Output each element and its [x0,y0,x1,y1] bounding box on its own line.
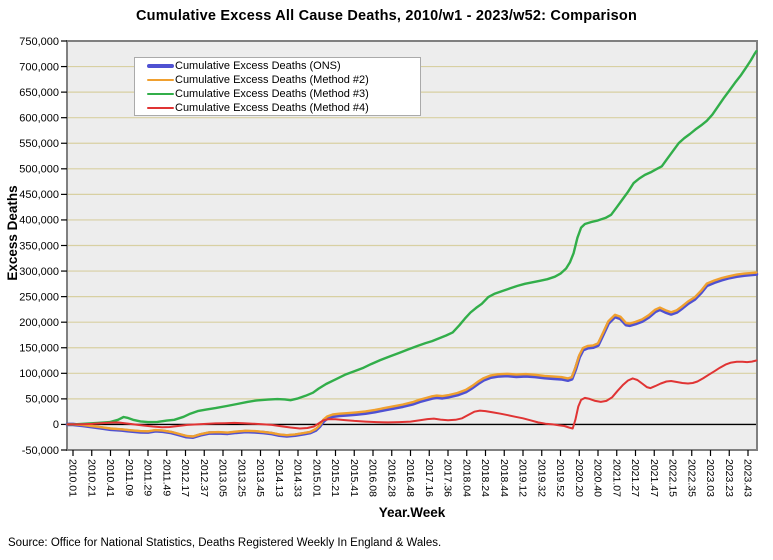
x-tick-label: 2020.20 [573,459,585,497]
x-tick-label: 2022.35 [685,459,697,497]
y-tick-label: 550,000 [19,138,59,150]
x-tick-label: 2013.45 [254,459,266,497]
x-tick-label: 2012.17 [179,459,191,497]
x-tick-label: 2019.52 [554,459,566,497]
y-axis-title: Excess Deaths [5,185,20,281]
legend-label: Cumulative Excess Deaths (Method #2) [175,73,369,86]
y-tick-label: 350,000 [19,240,59,252]
x-tick-label: 2022.15 [667,459,679,497]
legend-item: Cumulative Excess Deaths (Method #2) [135,73,420,87]
x-tick-label: 2016.48 [404,459,416,497]
legend-swatch-method3 [147,92,174,95]
y-tick-label: 700,000 [19,61,59,73]
y-tick-label: -50,000 [22,445,59,457]
legend-swatch-method2 [147,78,174,81]
legend-label: Cumulative Excess Deaths (Method #4) [175,101,369,114]
x-tick-label: 2017.36 [442,459,454,497]
legend-label: Cumulative Excess Deaths (Method #3) [175,87,369,100]
y-tick-label: 600,000 [19,112,59,124]
y-tick-label: 0 [53,419,59,431]
x-tick-label: 2011.29 [142,459,154,496]
y-tick-label: 500,000 [19,164,59,176]
legend-label: Cumulative Excess Deaths (ONS) [175,59,341,72]
x-tick-label: 2019.12 [517,459,529,497]
x-tick-label: 2023.03 [704,459,716,497]
y-tick-label: 300,000 [19,266,59,278]
x-tick-label: 2014.13 [273,459,285,497]
y-tick-label: 400,000 [19,215,59,227]
x-tick-label: 2011.09 [123,459,135,496]
x-tick-label: 2020.40 [592,459,604,497]
y-tick-label: 100,000 [19,368,59,380]
x-tick-label: 2013.05 [217,459,229,497]
x-tick-label: 2023.23 [723,459,735,497]
x-tick-label: 2018.24 [479,459,491,497]
x-tick-label: 2010.41 [104,459,116,497]
y-tick-label: 150,000 [19,343,59,355]
x-axis-title: Year.Week [378,505,446,520]
series-line-method4 [66,359,758,430]
y-tick-label: 200,000 [19,317,59,329]
legend-item: Cumulative Excess Deaths (ONS) [135,59,420,73]
x-tick-label: 2011.49 [160,459,172,496]
x-tick-label: 2021.07 [610,459,622,497]
y-tick-label: 750,000 [19,36,59,48]
x-tick-label: 2016.28 [385,459,397,497]
y-tick-label: 50,000 [25,394,59,406]
y-tick-label: 450,000 [19,189,59,201]
legend-item: Cumulative Excess Deaths (Method #3) [135,87,420,101]
x-tick-label: 2021.47 [648,459,660,497]
chart-title: Cumulative Excess All Cause Deaths, 2010… [135,8,638,24]
x-tick-label: 2014.33 [292,459,304,497]
series-line-method3 [66,50,758,426]
x-tick-label: 2010.01 [67,459,79,497]
x-tick-label: 2015.41 [348,459,360,497]
x-tick-label: 2015.01 [310,459,322,497]
x-tick-label: 2010.21 [85,459,97,497]
x-tick-label: 2019.32 [535,459,547,497]
x-tick-label: 2023.43 [742,459,754,497]
series-line-method2 [66,271,758,438]
x-tick-label: 2018.04 [460,459,472,497]
y-tick-label: 250,000 [19,291,59,303]
y-tick-label: 650,000 [19,87,59,99]
x-tick-label: 2013.25 [235,459,247,497]
legend-swatch-ons [147,63,174,68]
legend-swatch-method4 [147,106,174,109]
legend-item: Cumulative Excess Deaths (Method #4) [135,101,420,115]
x-tick-label: 2017.16 [423,459,435,497]
x-tick-label: 2012.37 [198,459,210,497]
source-note: Source: Office for National Statistics, … [8,537,442,549]
x-tick-label: 2016.08 [367,459,379,497]
x-tick-label: 2015.21 [329,459,341,497]
legend: Cumulative Excess Deaths (ONS) Cumulative… [134,57,421,116]
x-tick-label: 2021.27 [629,459,641,497]
x-tick-label: 2018.44 [498,459,510,497]
